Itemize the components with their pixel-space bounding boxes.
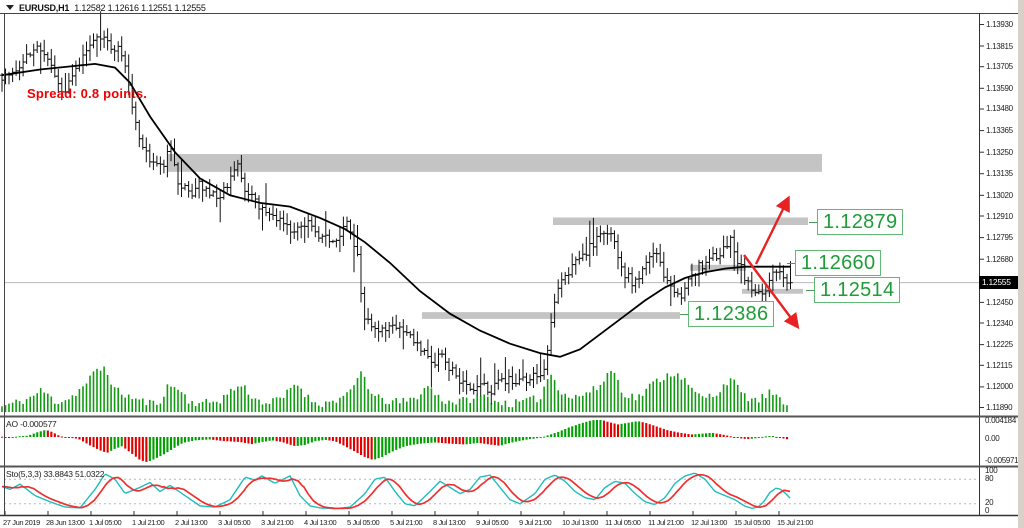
time-tick-label: 15 Jul 05:00 <box>734 518 771 527</box>
time-tick-label: 9 Jul 21:00 <box>519 518 552 527</box>
oscillator-tick-label: -0.005971 <box>985 456 1019 465</box>
time-tick-label: 3 Jul 05:00 <box>218 518 251 527</box>
price-tick-label: 1.13705 <box>986 62 1013 72</box>
moving-average-line[interactable] <box>1 62 790 358</box>
price-level-label-1-12660[interactable]: 1.12660 <box>786 249 882 276</box>
time-axis[interactable]: 27 Jun 2019 28 Jun 13:00 1 Jul 05:00 1 Jul … <box>0 517 1018 528</box>
price-tick-label: 1.12340 <box>986 318 1013 328</box>
ao-histogram <box>1 420 789 462</box>
time-tick-label: 15 Jul 21:00 <box>777 518 814 527</box>
spread-annotation[interactable]: Spread: 0.8 points. <box>27 86 148 101</box>
price-tick-label: 1.13480 <box>986 104 1013 114</box>
price-level-label-1-12514[interactable]: 1.12514 <box>805 277 901 304</box>
trend-arrow-up[interactable] <box>754 195 790 265</box>
time-tick-label: 27 Jun 2019 <box>3 518 40 527</box>
price-tick-label: 1.13365 <box>986 126 1013 136</box>
price-tick-label: 1.11890 <box>986 403 1013 413</box>
oscillator-tick-label: 100 <box>985 466 998 475</box>
time-tick-label: 11 Jul 21:00 <box>648 518 684 527</box>
sto-d-line <box>2 473 791 510</box>
window-edge-strip <box>1018 0 1024 528</box>
price-tick-label: 1.12680 <box>986 254 1013 264</box>
time-tick-label: 1 Jul 05:00 <box>89 518 122 527</box>
time-tick-label: 4 Jul 13:00 <box>304 518 337 527</box>
ao-indicator-label: AO -0.000577 <box>6 419 57 429</box>
price-level-label-1-12879[interactable]: 1.12879 <box>808 208 904 235</box>
upper-supply-zone[interactable] <box>168 154 822 172</box>
time-tick-label: 5 Jul 05:00 <box>347 518 380 527</box>
price-level-label-1-12386[interactable]: 1.12386 <box>679 301 775 328</box>
price-tick-label: 1.12795 <box>986 233 1013 243</box>
oscillator-tick-label: 0.004184 <box>985 416 1016 425</box>
price-tick-label: 1.13020 <box>986 190 1013 200</box>
price-tick-label: 1.12910 <box>986 211 1013 221</box>
current-price-tag: 1.12555 <box>979 276 1023 290</box>
symbol-timeframe: EURUSD,H1 <box>19 2 70 13</box>
oscillator-tick-label: 0 <box>985 505 990 515</box>
time-tick-label: 5 Jul 21:00 <box>390 518 423 527</box>
time-tick-label: 8 Jul 13:00 <box>433 518 466 527</box>
price-tick-label: 1.12115 <box>986 360 1013 370</box>
price-tick-label: 1.13135 <box>986 169 1013 179</box>
time-tick-label: 1 Jul 21:00 <box>132 518 165 527</box>
sto-indicator-label: Sto(5,3,3) 33.8843 51.0322 <box>6 469 105 479</box>
time-tick-label: 2 Jul 13:00 <box>175 518 208 527</box>
time-tick-label: 12 Jul 13:00 <box>691 518 728 527</box>
price-tick-label: 1.13815 <box>986 41 1013 51</box>
chart-dropdown-icon[interactable] <box>6 5 14 10</box>
price-tick-label: 1.13930 <box>986 19 1013 29</box>
resistance-zone-1-12879[interactable] <box>553 217 808 226</box>
price-tick-label: 1.12450 <box>986 297 1013 307</box>
oscillator-tick-label: 0.00 <box>985 433 1000 443</box>
ohlc-quotes: 1.12582 1.12616 1.12551 1.12555 <box>74 2 206 13</box>
trend-arrow-down[interactable] <box>743 254 800 330</box>
sto-values: 33.8843 51.0322 <box>43 469 105 479</box>
price-tick-label: 1.12000 <box>986 382 1013 392</box>
ohlc-bars <box>0 11 793 405</box>
price-tick-label: 1.13250 <box>986 147 1013 157</box>
volume-bars <box>1 366 788 412</box>
time-tick-label: 9 Jul 05:00 <box>476 518 509 527</box>
oscillator-tick-label: 80 <box>985 474 994 483</box>
oscillator-tick-label: 20 <box>985 498 994 507</box>
time-tick-label: 10 Jul 13:00 <box>562 518 599 527</box>
minor-resistance-zone-1-12660[interactable] <box>690 264 746 271</box>
time-tick-label: 28 Jun 13:00 <box>46 518 85 527</box>
time-tick-label: 11 Jul 05:00 <box>605 518 641 527</box>
time-tick-label: 3 Jul 21:00 <box>261 518 294 527</box>
price-tick-label: 1.13590 <box>986 83 1013 93</box>
price-tick-label: 1.12225 <box>986 340 1013 350</box>
chart-title: EURUSD,H1 1.12582 1.12616 1.12551 1.1255… <box>6 2 206 13</box>
ao-value: -0.000577 <box>20 419 57 429</box>
